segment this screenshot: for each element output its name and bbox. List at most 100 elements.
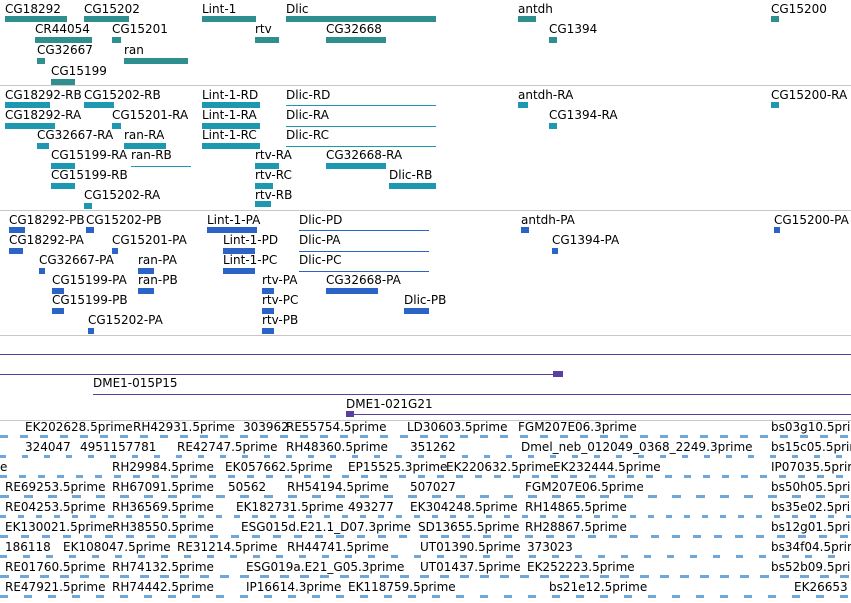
est-feature[interactable] [0,515,851,518]
cds-feature[interactable] [223,268,255,274]
gene-feature[interactable] [518,16,536,22]
transcript-label[interactable]: CG32667-RA [37,128,114,142]
transcript-feature[interactable] [84,203,92,209]
est-label[interactable]: RH28867.5prime [525,520,627,534]
gene-label[interactable]: CG15202 [84,2,140,16]
cds-feature[interactable] [404,308,429,314]
gene-feature[interactable] [112,37,121,43]
transcript-label[interactable]: CG15199-RA [51,148,128,162]
transcript-label[interactable]: CG18292-RB [5,88,82,102]
transcript-feature[interactable] [84,102,114,108]
est-feature[interactable] [0,495,851,498]
transcript-label[interactable]: antdh-RA [518,88,574,102]
est-label[interactable]: EK118759.5prime [348,580,456,594]
cds-feature[interactable] [262,288,274,294]
est-label[interactable]: bs21e12.5prime [549,580,648,594]
est-label[interactable]: bs12g01.5prim [771,520,851,534]
cds-feature[interactable] [138,268,154,274]
transcript-feature[interactable] [51,163,75,169]
transcript-feature[interactable] [771,102,779,108]
est-label[interactable]: RH54194.5prime [287,480,389,494]
est-label[interactable]: UT01437.5prime [420,560,521,574]
bac-feature[interactable] [0,354,851,355]
protein-label[interactable]: antdh-PA [521,213,575,227]
protein-label[interactable]: CG32667-PA [39,253,114,267]
transcript-feature[interactable] [202,143,260,149]
transcript-feature[interactable] [518,102,528,108]
est-label[interactable]: RH44741.5prime [287,540,389,554]
cds-feature[interactable] [521,227,529,233]
transcript-feature[interactable] [255,163,279,169]
est-label[interactable]: IP16614.3prime [246,580,342,594]
gene-label[interactable]: CG15200 [771,2,827,16]
est-label[interactable]: RH48360.5prime [286,440,388,454]
est-label[interactable]: EK202628.5prime [25,420,133,434]
est-label[interactable]: RE69253.5prime [5,480,106,494]
transcript-label[interactable]: CG1394-RA [549,108,618,122]
est-feature[interactable] [0,475,851,478]
transcript-label[interactable]: CG15200-RA [771,88,848,102]
est-label[interactable]: EK057662.5prime [225,460,333,474]
est-label[interactable]: 4951157781 [80,440,157,454]
est-label[interactable]: bs03g10.5prim [771,420,851,434]
cds-feature[interactable] [552,248,558,254]
gene-label[interactable]: CG1394 [549,22,598,36]
gene-label[interactable]: rtv [255,22,272,36]
transcript-feature[interactable] [202,123,260,129]
bac-feature[interactable] [0,374,560,375]
transcript-label[interactable]: CG32668-RA [326,148,403,162]
est-label[interactable]: IP07035.5prim [771,460,851,474]
transcript-feature[interactable] [389,183,436,189]
transcript-label[interactable]: Lint-1-RD [202,88,259,102]
transcript-feature[interactable] [5,102,50,108]
est-label[interactable]: RE55754.5prime [286,420,387,434]
gene-label[interactable]: antdh [518,2,553,16]
gene-label[interactable]: CG15199 [51,64,107,78]
bac-feature[interactable] [93,394,851,395]
est-label[interactable]: ESG019a.E21_G05.3prime [246,560,405,574]
transcript-label[interactable]: Dlic-RB [389,168,433,182]
bac-feature[interactable] [346,414,851,415]
transcript-feature[interactable] [51,183,75,189]
est-label[interactable]: RH29984.5prime [112,460,214,474]
transcript-feature[interactable] [255,183,273,189]
transcript-feature[interactable] [37,143,49,149]
gene-feature[interactable] [549,37,557,43]
gene-label[interactable]: CG15201 [112,22,168,36]
protein-label[interactable]: CG18292-PA [9,233,84,247]
cds-feature[interactable] [9,248,23,254]
cds-feature[interactable] [774,227,780,233]
transcript-feature[interactable] [202,102,260,108]
est-feature[interactable] [0,575,851,578]
est-label[interactable]: e [0,460,8,474]
protein-label[interactable]: CG15199-PB [52,293,128,307]
protein-label[interactable]: Dlic-PC [299,253,342,267]
transcript-label[interactable]: CG15202-RA [84,188,161,202]
est-feature[interactable] [0,435,851,438]
transcript-label[interactable]: Lint-1-RC [202,128,257,142]
transcript-label[interactable]: rtv-RC [255,168,292,182]
protein-label[interactable]: CG32668-PA [326,273,401,287]
est-label[interactable]: EK252223.5prime [527,560,635,574]
transcript-label[interactable]: CG15201-RA [112,108,189,122]
est-label[interactable]: Dmel_neb_012049_0368_2249.3prime [521,440,753,454]
protein-label[interactable]: CG15199-PA [52,273,127,287]
est-label[interactable]: RE31214.5prime [177,540,278,554]
est-label[interactable]: 493277 [348,500,394,514]
est-label[interactable]: SD13655.5prime [418,520,520,534]
transcript-label[interactable]: CG15199-RB [51,168,128,182]
transcript-label[interactable]: rtv-RB [255,188,293,202]
gene-feature[interactable] [326,37,386,43]
est-label[interactable]: bs15c05.5prim [771,440,851,454]
protein-label[interactable]: CG15202-PB [86,213,162,227]
transcript-feature[interactable] [124,143,166,149]
protein-label[interactable]: CG15200-PA [774,213,849,227]
protein-label[interactable]: ran-PB [138,273,178,287]
est-label[interactable]: ESG015d.E21.1_D07.3prime [241,520,412,534]
cds-feature[interactable] [9,227,25,233]
est-label[interactable]: bs50h05.5prim [771,480,851,494]
est-label[interactable]: RH14865.5prime [525,500,627,514]
protein-label[interactable]: Lint-1-PD [223,233,279,247]
cds-feature[interactable] [262,308,274,314]
cds-feature[interactable] [88,328,94,334]
